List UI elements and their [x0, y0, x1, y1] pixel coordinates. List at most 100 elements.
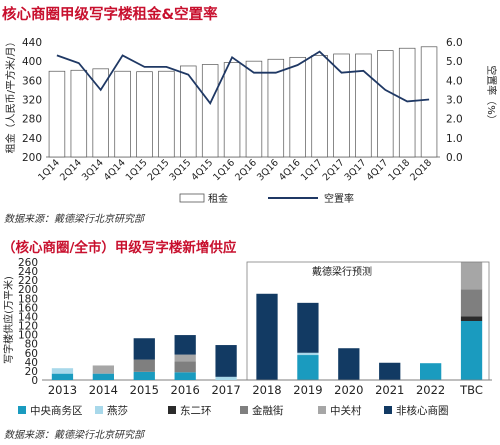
chart2-x-tick-label: 2022	[416, 383, 445, 397]
chart2-stack-segment	[460, 316, 483, 321]
chart2-y-tick-label: 40	[25, 357, 38, 369]
chart1-y2-tick-label: 5.0	[446, 56, 463, 68]
chart1-rent-bar	[223, 62, 241, 158]
chart2-y-tick-label: 180	[18, 293, 38, 305]
chart2-x-tick-label: 2013	[48, 383, 77, 397]
chart1-y-tick-label: 400	[22, 56, 42, 68]
chart1-x-tick-label: 1Q18	[386, 157, 412, 183]
chart2-stack-segment	[92, 373, 114, 380]
chart2-legend-label: 中关村	[330, 404, 362, 417]
chart1-rent-bar	[420, 46, 438, 158]
chart1-rent-bar	[201, 64, 219, 158]
chart2-y-tick-label: 120	[18, 321, 38, 333]
chart1-y2-tick-label: 4.0	[446, 75, 463, 87]
chart2-stack-segment	[51, 373, 74, 380]
chart1-rent-bar	[267, 58, 285, 158]
chart2-x-tick-label: 2014	[89, 383, 118, 397]
chart1-y2-tick-label: 1.0	[446, 133, 463, 145]
chart2-source: 数据来源：戴德梁行北京研究部	[4, 429, 146, 441]
chart1-y2-tick-label: 3.0	[446, 95, 463, 107]
chart2-legend-label: 中央商务区	[30, 404, 83, 417]
chart2-stack-segment	[174, 372, 196, 380]
chart1-y2-axis-label: 空置率（%）	[485, 65, 498, 125]
chart1-rent-bar	[245, 60, 263, 158]
chart1-rent-bar	[158, 70, 175, 158]
chart1-x-tick-label: 2Q14	[58, 157, 84, 183]
chart2-legend-label: 金融街	[252, 404, 284, 417]
chart1-x-tick-label: 1Q15	[124, 157, 150, 183]
chart1-legend-line-label: 空置率	[324, 192, 354, 205]
chart1-rent-bar	[289, 56, 306, 158]
chart1-x-tick-label: 4Q17	[365, 157, 391, 183]
chart1-legend-bar-swatch	[179, 193, 205, 203]
chart2-y-tick-label: 20	[25, 366, 38, 378]
chart2-y-tick-label: 60	[25, 348, 38, 360]
chart2-legend: 中央商务区 燕莎 东二环 金融街 中关村 非核心商圈	[18, 404, 449, 417]
chart2-y-tick-label: 140	[18, 311, 38, 323]
chart2-stack-segment	[297, 302, 319, 353]
chart2-stack-segment	[174, 361, 196, 373]
chart1-legend-bar-label: 租金	[208, 192, 228, 205]
chart1-y2-tick-label: 0.0	[446, 152, 463, 164]
chart2-legend-swatch	[95, 406, 103, 414]
chart2-x-tick-label: 2019	[293, 383, 322, 397]
chart1-y-tick-label: 240	[22, 133, 42, 145]
chart2-x-tick-label: 2015	[130, 383, 159, 397]
chart1-y-tick-label: 360	[22, 75, 42, 87]
chart1-rent-bar	[114, 70, 131, 158]
chart2-legend-swatch	[168, 406, 176, 414]
chart1-vacancy-line	[56, 50, 430, 106]
chart2-legend-swatch	[240, 406, 248, 414]
chart2-stack-segment	[338, 348, 360, 380]
chart1-rent-bar	[311, 55, 328, 158]
chart2-stack-segment	[215, 376, 237, 380]
chart1-x-tick-label: 2Q18	[408, 157, 434, 183]
chart2-stack-segment	[133, 359, 155, 372]
chart1-y2-tick-label: 6.0	[446, 37, 463, 49]
chart2-legend-swatch	[318, 406, 326, 414]
chart2-stack-segment	[256, 293, 278, 380]
chart1-x-tick-label: 2Q16	[233, 157, 259, 183]
chart2-stack-segment	[133, 371, 155, 380]
chart1-x-tick-label: 2Q15	[146, 157, 172, 183]
chart2-stack-segment	[51, 368, 74, 374]
chart2-stack-segment	[133, 338, 155, 360]
chart1-x-tick-label: 4Q16	[277, 157, 303, 183]
chart2-stack-segment	[460, 262, 483, 290]
chart1-rent-bar	[333, 53, 350, 158]
chart2-stack-segment	[215, 345, 237, 377]
chart2-legend-label: 东二环	[180, 404, 212, 417]
chart1-plot: 200 240 280 320 360 400 440 0.0 1.0 2.0 3.0 4.0 5.0 6…	[22, 37, 463, 183]
chart2-y-tick-label: 80	[25, 339, 38, 351]
chart2-y-tick-label: 200	[18, 284, 38, 296]
chart1-x-tick-label: 4Q15	[189, 157, 215, 183]
forecast-box	[246, 261, 490, 381]
chart2-title: （核心商圈/全市）甲级写字楼新增供应	[2, 239, 237, 256]
chart2-y-tick-label: 220	[18, 275, 38, 287]
chart2-stack-segment	[460, 321, 483, 380]
forecast-annotation: 戴德梁行预测	[312, 265, 372, 278]
chart2-legend-swatch	[384, 406, 392, 414]
chart1-rent-bar	[70, 69, 88, 158]
chart2-stack-segment	[174, 354, 196, 362]
chart2-stack-segment	[460, 289, 483, 317]
chart2-stack-segment	[297, 352, 319, 356]
chart1-x-tick-label: 3Q15	[168, 157, 194, 183]
chart2-y-tick-label: 160	[18, 302, 38, 314]
chart2-legend-swatch	[18, 406, 26, 414]
chart1-rent-bar	[377, 50, 394, 158]
chart1-rent-bar	[48, 70, 66, 158]
chart1-x-tick-label: 3Q17	[343, 157, 369, 183]
chart2-stack-segment	[297, 355, 319, 380]
chart1-rent-bar	[180, 65, 197, 158]
chart2-y-tick-label: 260	[18, 257, 38, 269]
chart2-x-tick-label: 2020	[334, 383, 363, 397]
chart1-rent-bar	[355, 53, 372, 158]
chart1-title: 核心商圈甲级写字楼租金&空置率	[2, 5, 218, 23]
chart2-stack-segment	[174, 335, 196, 355]
chart2-legend-label: 非核心商圈	[396, 404, 449, 417]
chart1-rent-bar	[92, 68, 109, 158]
chart1-y-tick-label: 200	[22, 152, 42, 164]
